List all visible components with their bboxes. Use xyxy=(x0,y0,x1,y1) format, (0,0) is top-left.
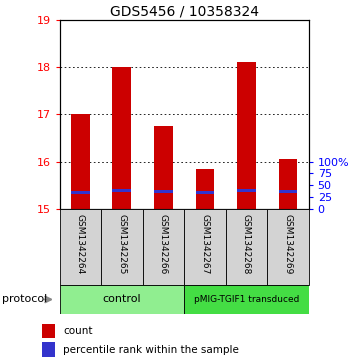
Bar xyxy=(154,126,173,209)
Bar xyxy=(42,324,55,338)
Text: GSM1342267: GSM1342267 xyxy=(200,214,209,274)
Bar xyxy=(237,189,256,192)
Bar xyxy=(267,209,309,285)
Text: GSM1342268: GSM1342268 xyxy=(242,214,251,274)
Title: GDS5456 / 10358324: GDS5456 / 10358324 xyxy=(110,5,258,19)
Text: pMIG-TGIF1 transduced: pMIG-TGIF1 transduced xyxy=(194,295,299,304)
Bar xyxy=(71,191,90,194)
Bar xyxy=(184,209,226,285)
Bar xyxy=(113,189,131,192)
Text: percentile rank within the sample: percentile rank within the sample xyxy=(63,345,239,355)
Bar xyxy=(226,209,267,285)
Bar xyxy=(71,114,90,209)
Bar xyxy=(237,62,256,209)
Text: GSM1342266: GSM1342266 xyxy=(159,214,168,274)
Bar xyxy=(184,285,309,314)
Bar xyxy=(60,285,184,314)
Bar xyxy=(143,209,184,285)
Text: GSM1342265: GSM1342265 xyxy=(117,214,126,274)
Bar xyxy=(113,67,131,209)
Bar xyxy=(196,169,214,209)
Text: GSM1342264: GSM1342264 xyxy=(76,214,85,274)
Bar xyxy=(154,189,173,193)
Text: GSM1342269: GSM1342269 xyxy=(283,214,292,274)
Text: control: control xyxy=(103,294,141,305)
Bar xyxy=(196,191,214,194)
Bar xyxy=(101,209,143,285)
Bar xyxy=(60,209,101,285)
Bar xyxy=(279,159,297,209)
Bar xyxy=(42,342,55,357)
Bar xyxy=(279,190,297,193)
Text: protocol: protocol xyxy=(2,294,47,305)
Text: count: count xyxy=(63,326,92,336)
